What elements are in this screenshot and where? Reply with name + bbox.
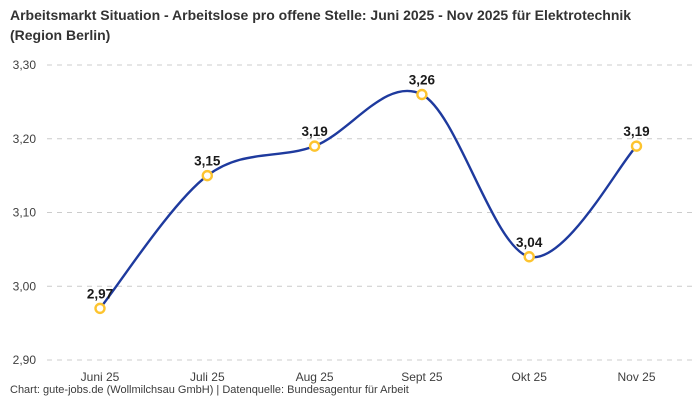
- data-series-line: [98, 89, 638, 310]
- data-point-marker: [308, 140, 321, 152]
- y-tick-label: 3,30: [13, 58, 37, 72]
- data-point-label: 2,97: [87, 286, 113, 301]
- x-tick-label: Nov 25: [617, 370, 655, 384]
- y-tick-label: 3,10: [13, 206, 37, 220]
- y-axis-labels-group: 3,30 3,20 3,10 3,00 2,90: [13, 58, 37, 367]
- y-tick-label: 3,00: [13, 279, 37, 293]
- x-tick-label: Okt 25: [512, 370, 548, 384]
- point-labels-group: 2,97 3,15 3,19 3,26 3,04 3,19: [87, 73, 650, 302]
- gridlines-group: [47, 64, 692, 361]
- x-tick-label: Juli 25: [190, 370, 225, 384]
- markers-group: [94, 88, 643, 315]
- x-tick-label: Aug 25: [296, 370, 334, 384]
- data-point-marker: [94, 302, 106, 315]
- y-tick-label: 2,90: [13, 353, 37, 367]
- series-group: [98, 89, 638, 310]
- chart-attribution: Chart: gute-jobs.de (Wollmilchsau GmbH) …: [10, 384, 409, 396]
- data-point-label: 3,26: [409, 73, 436, 88]
- data-point-marker: [416, 88, 428, 101]
- y-tick-label: 3,20: [13, 132, 37, 146]
- data-point-label: 3,15: [194, 154, 221, 169]
- x-axis-labels-group: Juni 25 Juli 25 Aug 25 Sept 25 Okt 25 Nov 25: [81, 370, 656, 384]
- x-tick-label: Sept 25: [401, 370, 443, 384]
- data-point-marker: [201, 169, 214, 182]
- data-point-marker: [630, 140, 643, 152]
- data-point-label: 3,19: [623, 124, 649, 139]
- chart-title: Arbeitsmarkt Situation - Arbeitslose pro…: [10, 7, 632, 43]
- x-tick-label: Juni 25: [81, 370, 120, 384]
- data-point-label: 3,04: [516, 235, 543, 250]
- data-point-label: 3,19: [301, 124, 327, 139]
- data-point-marker: [523, 251, 535, 263]
